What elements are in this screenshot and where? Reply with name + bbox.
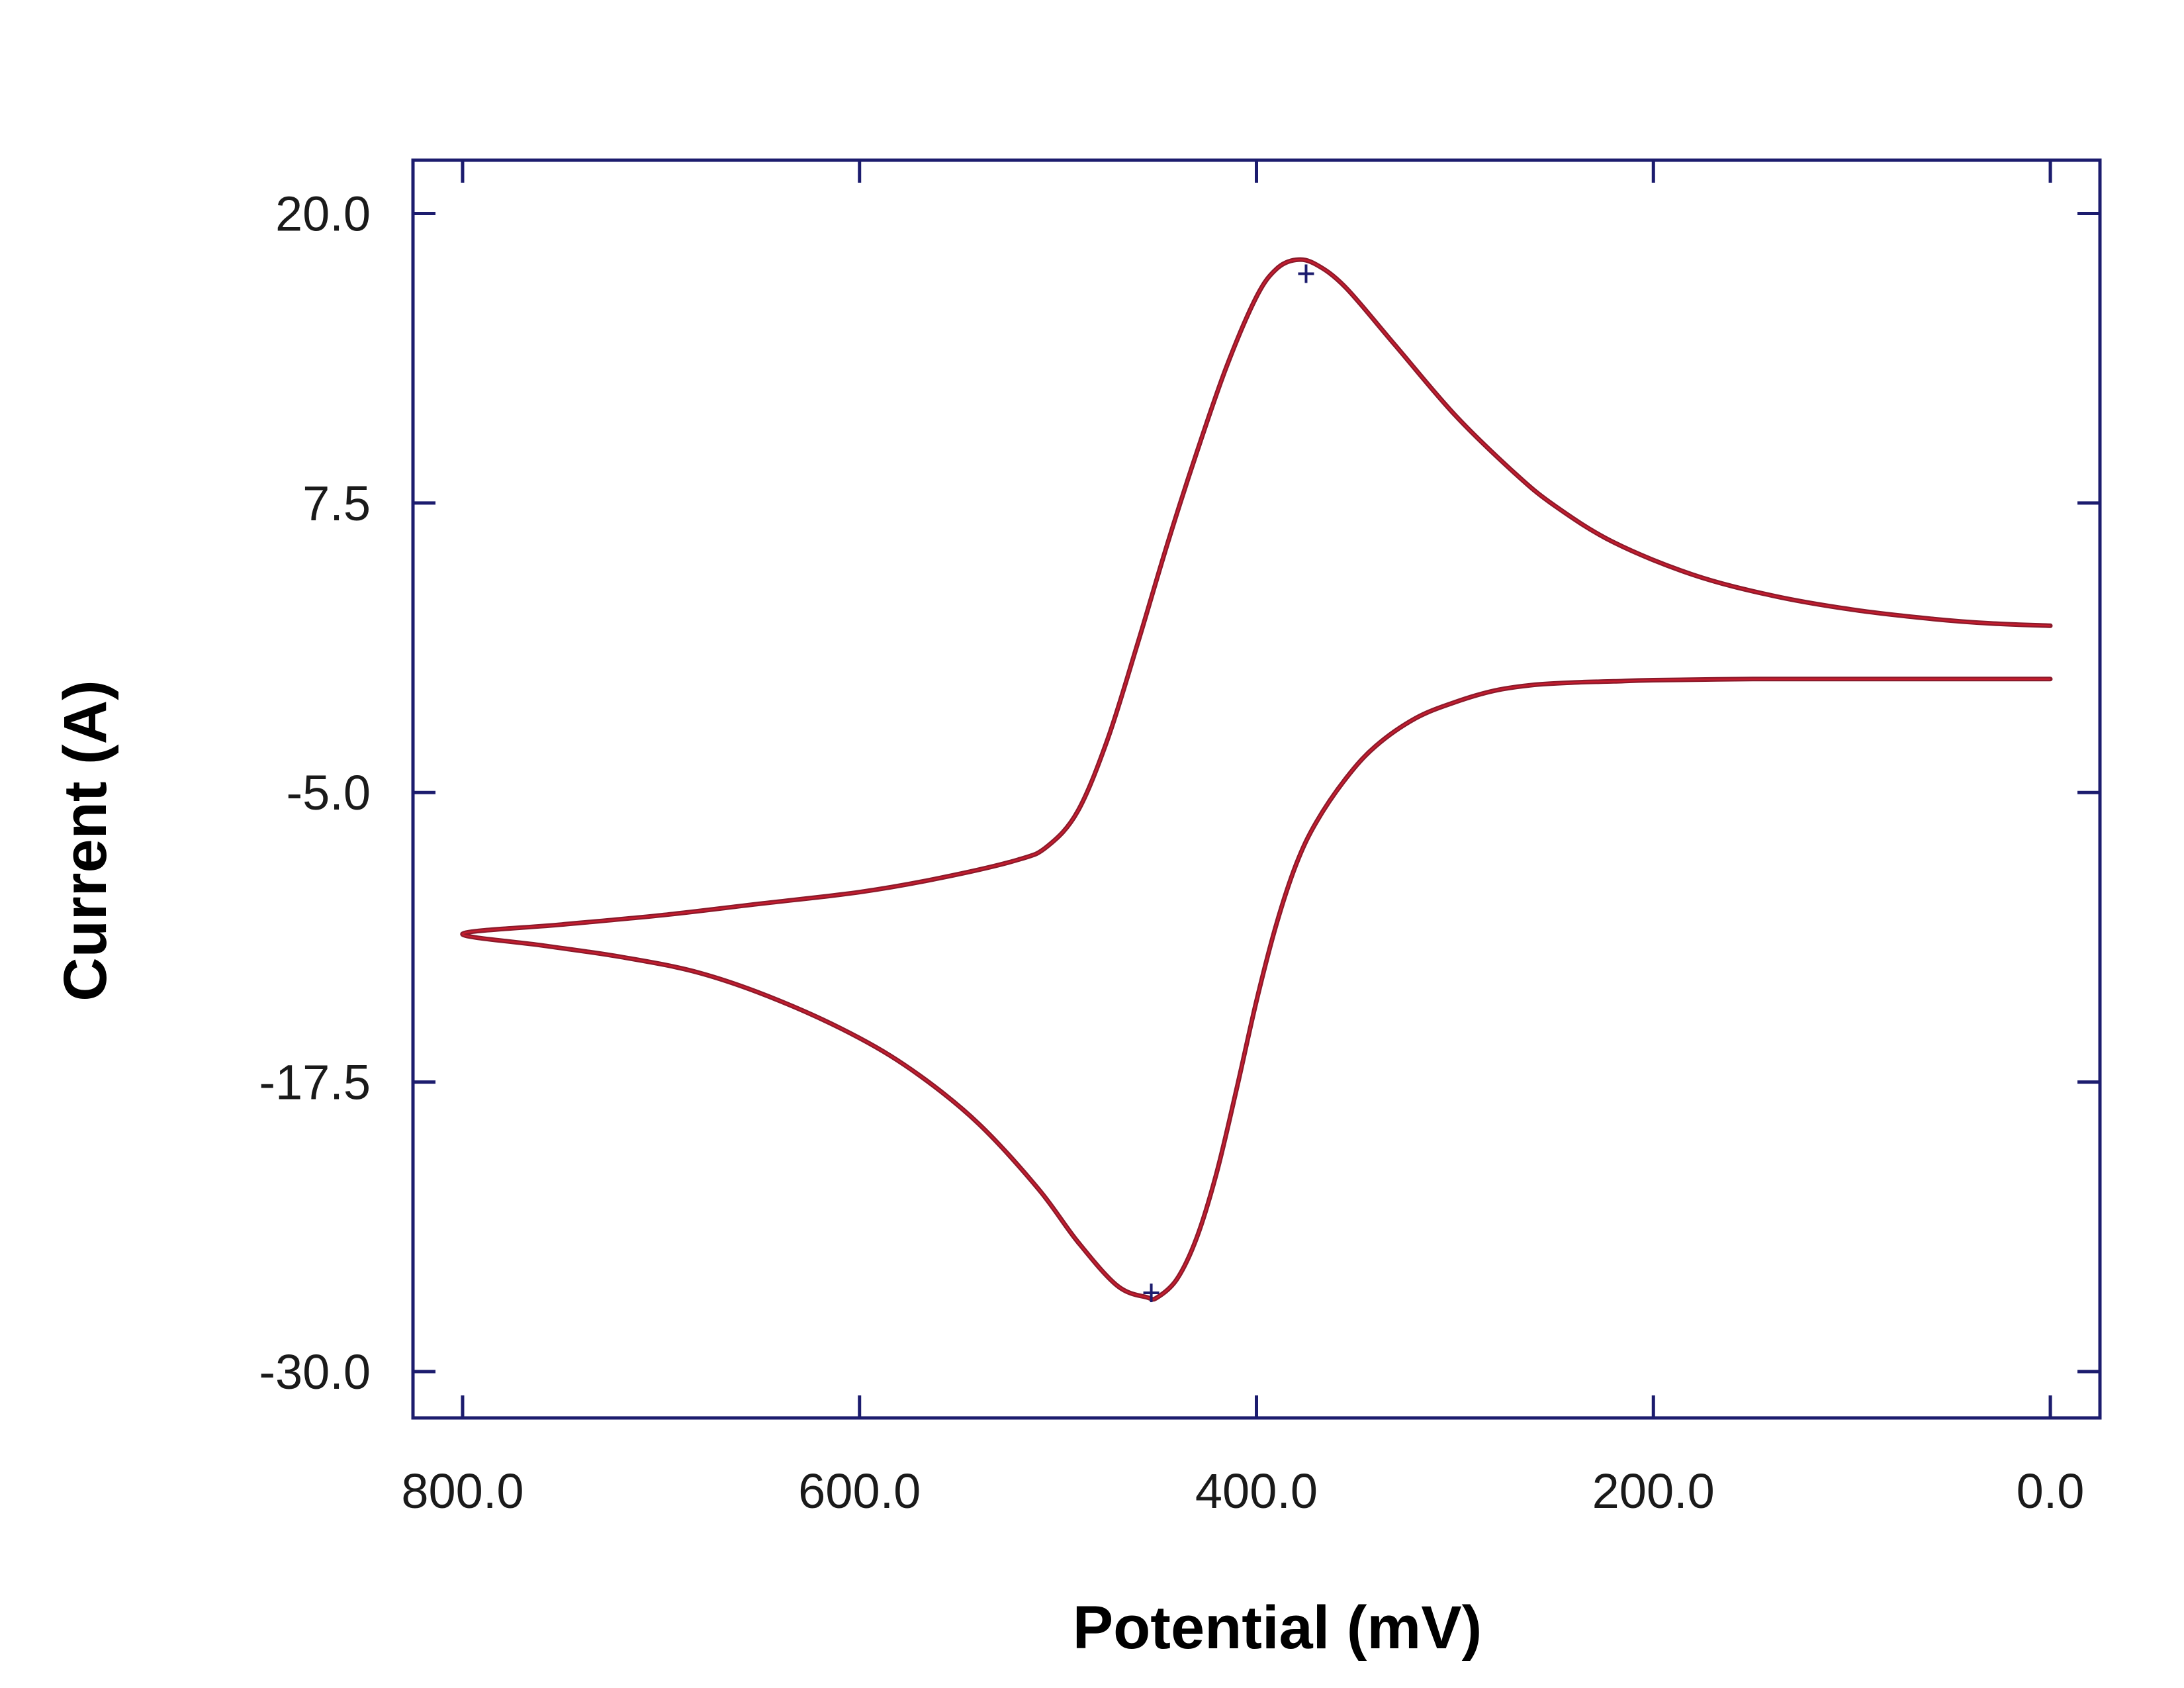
y-tick-label: 20.0 [275,186,371,241]
peak-marker-layer [1143,264,1314,1303]
curve-layer [460,257,2053,1302]
y-tick-label: -5.0 [286,765,371,820]
y-tick-label: 7.5 [302,476,371,531]
plot-frame [411,158,2102,1420]
y-axis-title: Current (A) [52,680,119,1002]
x-axis-ticks: 800.0 600.0 400.0 200.0 0.0 [401,160,2084,1519]
x-tick-label: 600.0 [798,1464,921,1519]
x-axis-title: Potential (mV) [1073,1594,1482,1662]
y-tick-label: -17.5 [259,1055,371,1110]
x-tick-label: 0.0 [2017,1464,2085,1519]
x-tick-label: 400.0 [1195,1464,1318,1519]
x-tick-label: 200.0 [1592,1464,1715,1519]
y-tick-label: -30.0 [259,1344,371,1399]
x-tick-label: 800.0 [401,1464,523,1519]
y-axis-ticks: 20.0 7.5 -5.0 -17.5 -30.0 [259,186,2100,1399]
cv-curve-overlay [461,258,2051,1301]
